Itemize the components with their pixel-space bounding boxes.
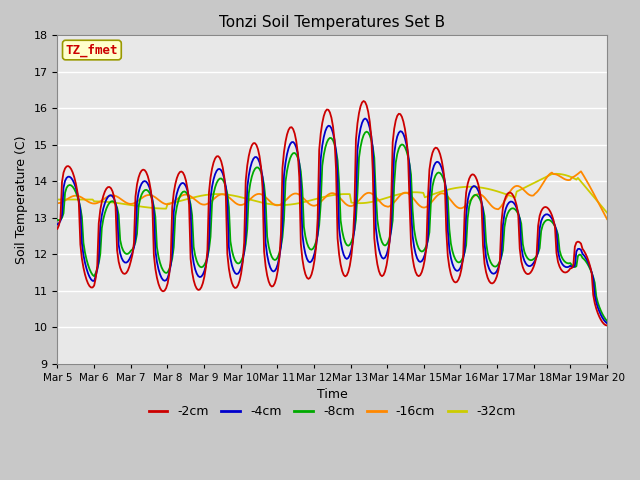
-2cm [603,323,611,328]
X-axis label: Time: Time [317,388,348,401]
-4cm [245,173,253,179]
-8cm [245,191,253,196]
-4cm [574,246,582,252]
Line: -32cm: -32cm [58,174,607,213]
-2cm [236,278,243,284]
-4cm [54,221,61,227]
-16cm [294,191,301,197]
-2cm [574,239,582,244]
Title: Tonzi Soil Temperatures Set B: Tonzi Soil Temperatures Set B [219,15,445,30]
-16cm [54,200,61,206]
-8cm [236,260,243,266]
-16cm [245,198,253,204]
-32cm [54,197,61,203]
-2cm [218,158,225,164]
-8cm [294,155,301,160]
-16cm [121,199,129,204]
-16cm [236,202,243,208]
-32cm [294,201,301,206]
-32cm [236,194,243,200]
-2cm [54,226,61,232]
-32cm [121,201,129,207]
-8cm [54,217,61,223]
-8cm [603,318,611,324]
Legend: -2cm, -4cm, -8cm, -16cm, -32cm: -2cm, -4cm, -8cm, -16cm, -32cm [143,400,521,423]
Line: -16cm: -16cm [58,171,607,219]
-4cm [294,151,301,156]
Line: -2cm: -2cm [58,101,607,325]
-4cm [218,168,225,173]
-4cm [603,320,611,326]
-4cm [121,260,129,265]
-2cm [294,150,301,156]
-8cm [574,253,582,259]
Y-axis label: Soil Temperature (C): Soil Temperature (C) [15,135,28,264]
-8cm [218,176,225,181]
-16cm [573,172,580,178]
-4cm [361,116,369,121]
-32cm [574,175,582,181]
-8cm [121,250,129,256]
-2cm [245,153,253,159]
Line: -8cm: -8cm [58,132,607,321]
-32cm [551,171,559,177]
-32cm [218,191,225,197]
Text: TZ_fmet: TZ_fmet [66,43,118,57]
-32cm [603,210,611,216]
-16cm [577,168,585,174]
-2cm [121,271,129,277]
Line: -4cm: -4cm [58,119,607,323]
-16cm [218,192,225,197]
-2cm [360,98,367,104]
-16cm [603,216,611,222]
-8cm [363,129,371,134]
-4cm [236,269,243,275]
-32cm [245,196,253,202]
